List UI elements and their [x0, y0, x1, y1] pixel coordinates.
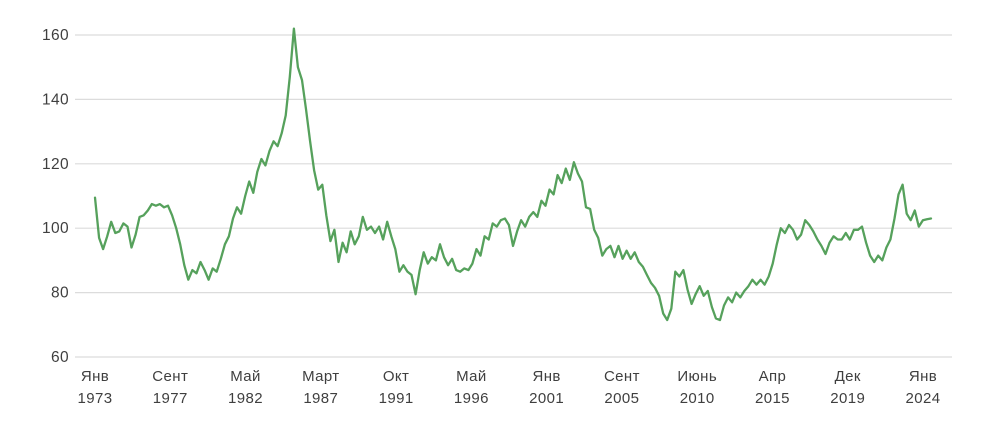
x-axis-label-year: 1977 [153, 390, 188, 407]
series-line [93, 27, 933, 322]
x-axis-label-month: Май [456, 368, 487, 385]
x-axis-label-year: 1991 [379, 390, 414, 407]
y-axis-label: 120 [42, 156, 69, 173]
x-axis-label-year: 2005 [604, 390, 639, 407]
x-axis-label-year: 1982 [228, 390, 263, 407]
y-axis-label: 60 [51, 349, 69, 366]
x-axis-label-year: 2001 [529, 390, 564, 407]
y-axis-label: 100 [42, 220, 69, 237]
x-axis-label-month: Апр [759, 368, 787, 385]
x-axis-label-year: 2010 [680, 390, 715, 407]
x-axis-label-month: Май [230, 368, 261, 385]
x-axis-label-year: 1973 [78, 390, 113, 407]
x-axis-label-year: 2019 [830, 390, 865, 407]
x-axis-label-month: Дек [835, 368, 861, 385]
x-axis-label-month: Янв [909, 368, 937, 385]
x-axis-label-year: 1996 [454, 390, 489, 407]
x-axis-label-month: Янв [532, 368, 560, 385]
x-axis-label-year: 2024 [906, 390, 941, 407]
x-axis-label-month: Март [302, 368, 340, 385]
x-axis-label-year: 2015 [755, 390, 790, 407]
x-axis-label-month: Июнь [677, 368, 717, 385]
y-axis-label: 80 [51, 285, 69, 302]
x-axis-label-month: Сент [152, 368, 188, 385]
x-axis-label-year: 1987 [303, 390, 338, 407]
y-axis-label: 160 [42, 27, 69, 44]
y-axis-label: 140 [42, 91, 69, 108]
x-axis-label-month: Янв [81, 368, 109, 385]
x-axis-label-month: Окт [383, 368, 409, 385]
x-axis-label-month: Сент [604, 368, 640, 385]
